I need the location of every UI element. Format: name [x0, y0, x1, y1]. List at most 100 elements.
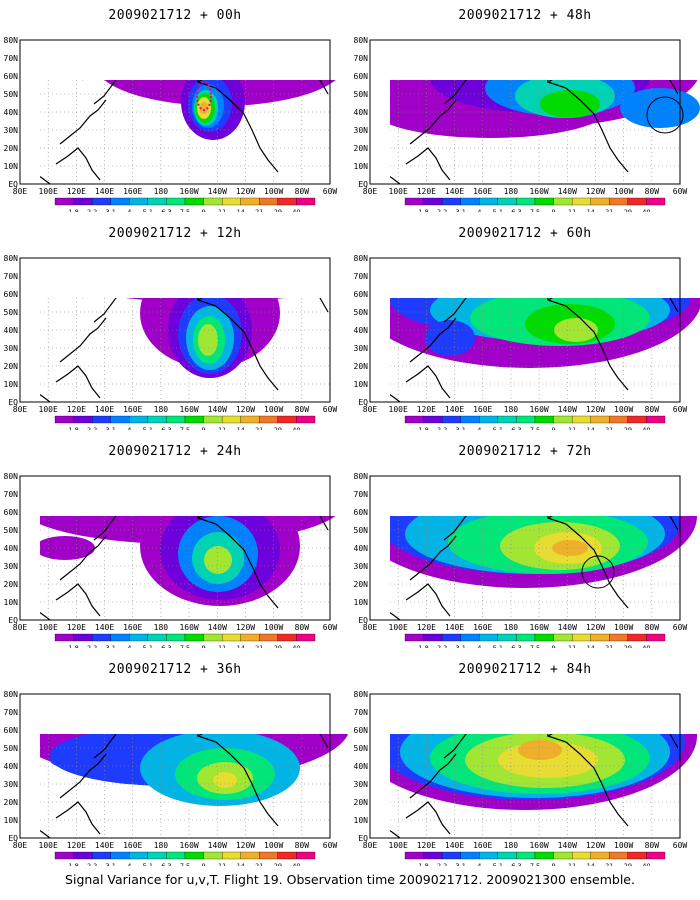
lon-label: 80E — [13, 623, 28, 632]
colorbar-swatch — [184, 851, 204, 860]
lat-label: 50N — [354, 308, 369, 317]
colorbar-label: 2.2 — [437, 426, 447, 430]
lon-label: 60W — [673, 405, 688, 414]
colorbar-label: 21 — [605, 426, 613, 430]
map-panel-84h: 80N 70N 60N 50N 40N 30N 20N 10N EQ 80E 100E 120E 140… — [350, 654, 700, 866]
coastline — [432, 734, 467, 759]
colorbar-swatch — [166, 851, 186, 860]
coastline — [390, 175, 401, 185]
variance-region — [200, 102, 208, 114]
lon-label: 120W — [236, 187, 255, 196]
colorbar-label: 21 — [255, 644, 263, 648]
lon-label: 100E — [39, 405, 58, 414]
coastline — [547, 517, 629, 609]
colorbar-label: 29 — [274, 644, 282, 648]
colorbar-swatch — [54, 851, 74, 860]
colorbar-swatch — [404, 197, 424, 206]
coastline — [319, 516, 329, 531]
lat-label: 60N — [4, 508, 19, 517]
colorbar-label: 9 — [202, 644, 206, 648]
colorbar-label: 7.5 — [530, 644, 540, 648]
colorbar-label: 11 — [568, 426, 576, 430]
variance-region — [425, 320, 475, 356]
lon-label: 140W — [208, 623, 227, 632]
lon-label: 160E — [123, 187, 142, 196]
lon-label: 100E — [39, 187, 58, 196]
lat-label: 70N — [4, 708, 19, 717]
lon-label: 80E — [13, 841, 28, 850]
colorbar-swatch — [516, 415, 536, 424]
lon-label: 100E — [389, 841, 408, 850]
panel-title: 2009021712 + 24h — [108, 444, 242, 459]
colorbar-swatch — [646, 197, 666, 206]
map-panel-72h: 80N 70N 60N 50N 40N 30N 20N 10N EQ 80E 100E 120E 140… — [350, 436, 700, 648]
colorbar-label: 4 — [127, 208, 131, 212]
lat-label: 10N — [354, 816, 369, 825]
lat-label: 80N — [4, 36, 19, 45]
map-panel-12h: 80N 70N 60N 50N 40N 30N 20N 10N EQ 80E 100E 120E 140… — [0, 218, 350, 430]
map-frame — [19, 693, 331, 839]
colorbar-swatch — [460, 633, 480, 642]
lat-label: 40N — [4, 544, 19, 553]
colorbar-label: 4 — [477, 426, 481, 430]
colorbar-label: 40 — [642, 208, 650, 212]
colorbar-swatch — [553, 633, 573, 642]
colorbar-swatch — [646, 851, 666, 860]
coastline — [390, 393, 401, 403]
lat-label: 10N — [4, 162, 19, 171]
colorbar-swatch — [259, 415, 279, 424]
lat-label: 80N — [354, 690, 369, 699]
lon-label: 160E — [473, 187, 492, 196]
lat-label: 80N — [354, 36, 369, 45]
colorbar-swatch — [497, 415, 517, 424]
map-frame — [19, 257, 331, 403]
lon-label: 100E — [389, 623, 408, 632]
coastline — [547, 81, 629, 173]
colorbar-swatch — [479, 197, 499, 206]
lat-label: 60N — [4, 72, 19, 81]
colorbar-swatch — [534, 197, 554, 206]
colorbar-swatch — [147, 851, 167, 860]
lon-label: 120E — [67, 623, 86, 632]
colorbar-swatch — [479, 415, 499, 424]
colorbar-swatch — [296, 415, 316, 424]
colorbar-swatch — [240, 633, 260, 642]
colorbar-label: 1.8 — [68, 208, 78, 212]
colorbar-swatch — [590, 633, 610, 642]
lon-label: 60W — [323, 405, 338, 414]
variance-region — [198, 324, 218, 356]
colorbar-swatch — [423, 197, 443, 206]
lon-label: 140W — [208, 405, 227, 414]
lon-label: 120W — [586, 405, 605, 414]
colorbar-label: 3.1 — [106, 208, 116, 212]
colorbar-label: 2.2 — [87, 426, 97, 430]
colorbar-swatch — [166, 633, 186, 642]
colorbar-label: 21 — [255, 862, 263, 866]
lat-label: 80N — [4, 254, 19, 263]
colorbar-swatch — [460, 851, 480, 860]
lat-label: 10N — [4, 380, 19, 389]
lat-label: 30N — [4, 562, 19, 571]
figure-caption: Signal Variance for u,v,T. Flight 19. Ob… — [65, 872, 635, 887]
colorbar-swatch — [460, 197, 480, 206]
lon-label: 120E — [67, 841, 86, 850]
colorbar-label: 2.2 — [437, 862, 447, 866]
colorbar-label: 11 — [218, 644, 226, 648]
coastline — [82, 734, 117, 759]
colorbar-label: 6.3 — [161, 644, 171, 648]
lat-label: 50N — [4, 90, 19, 99]
colorbar-swatch — [240, 851, 260, 860]
map-frame — [19, 39, 331, 185]
colorbar-swatch — [203, 851, 223, 860]
colorbar-label: 4 — [477, 208, 481, 212]
colorbar-label: 2.2 — [437, 208, 447, 212]
lon-label: 100E — [389, 405, 408, 414]
colorbar-swatch — [590, 851, 610, 860]
colorbar-label: 29 — [624, 426, 632, 430]
lon-label: 120W — [236, 623, 255, 632]
lon-label: 120W — [586, 187, 605, 196]
colorbar-label: 1.8 — [418, 208, 428, 212]
lat-label: 20N — [354, 362, 369, 371]
colorbar-swatch — [147, 415, 167, 424]
